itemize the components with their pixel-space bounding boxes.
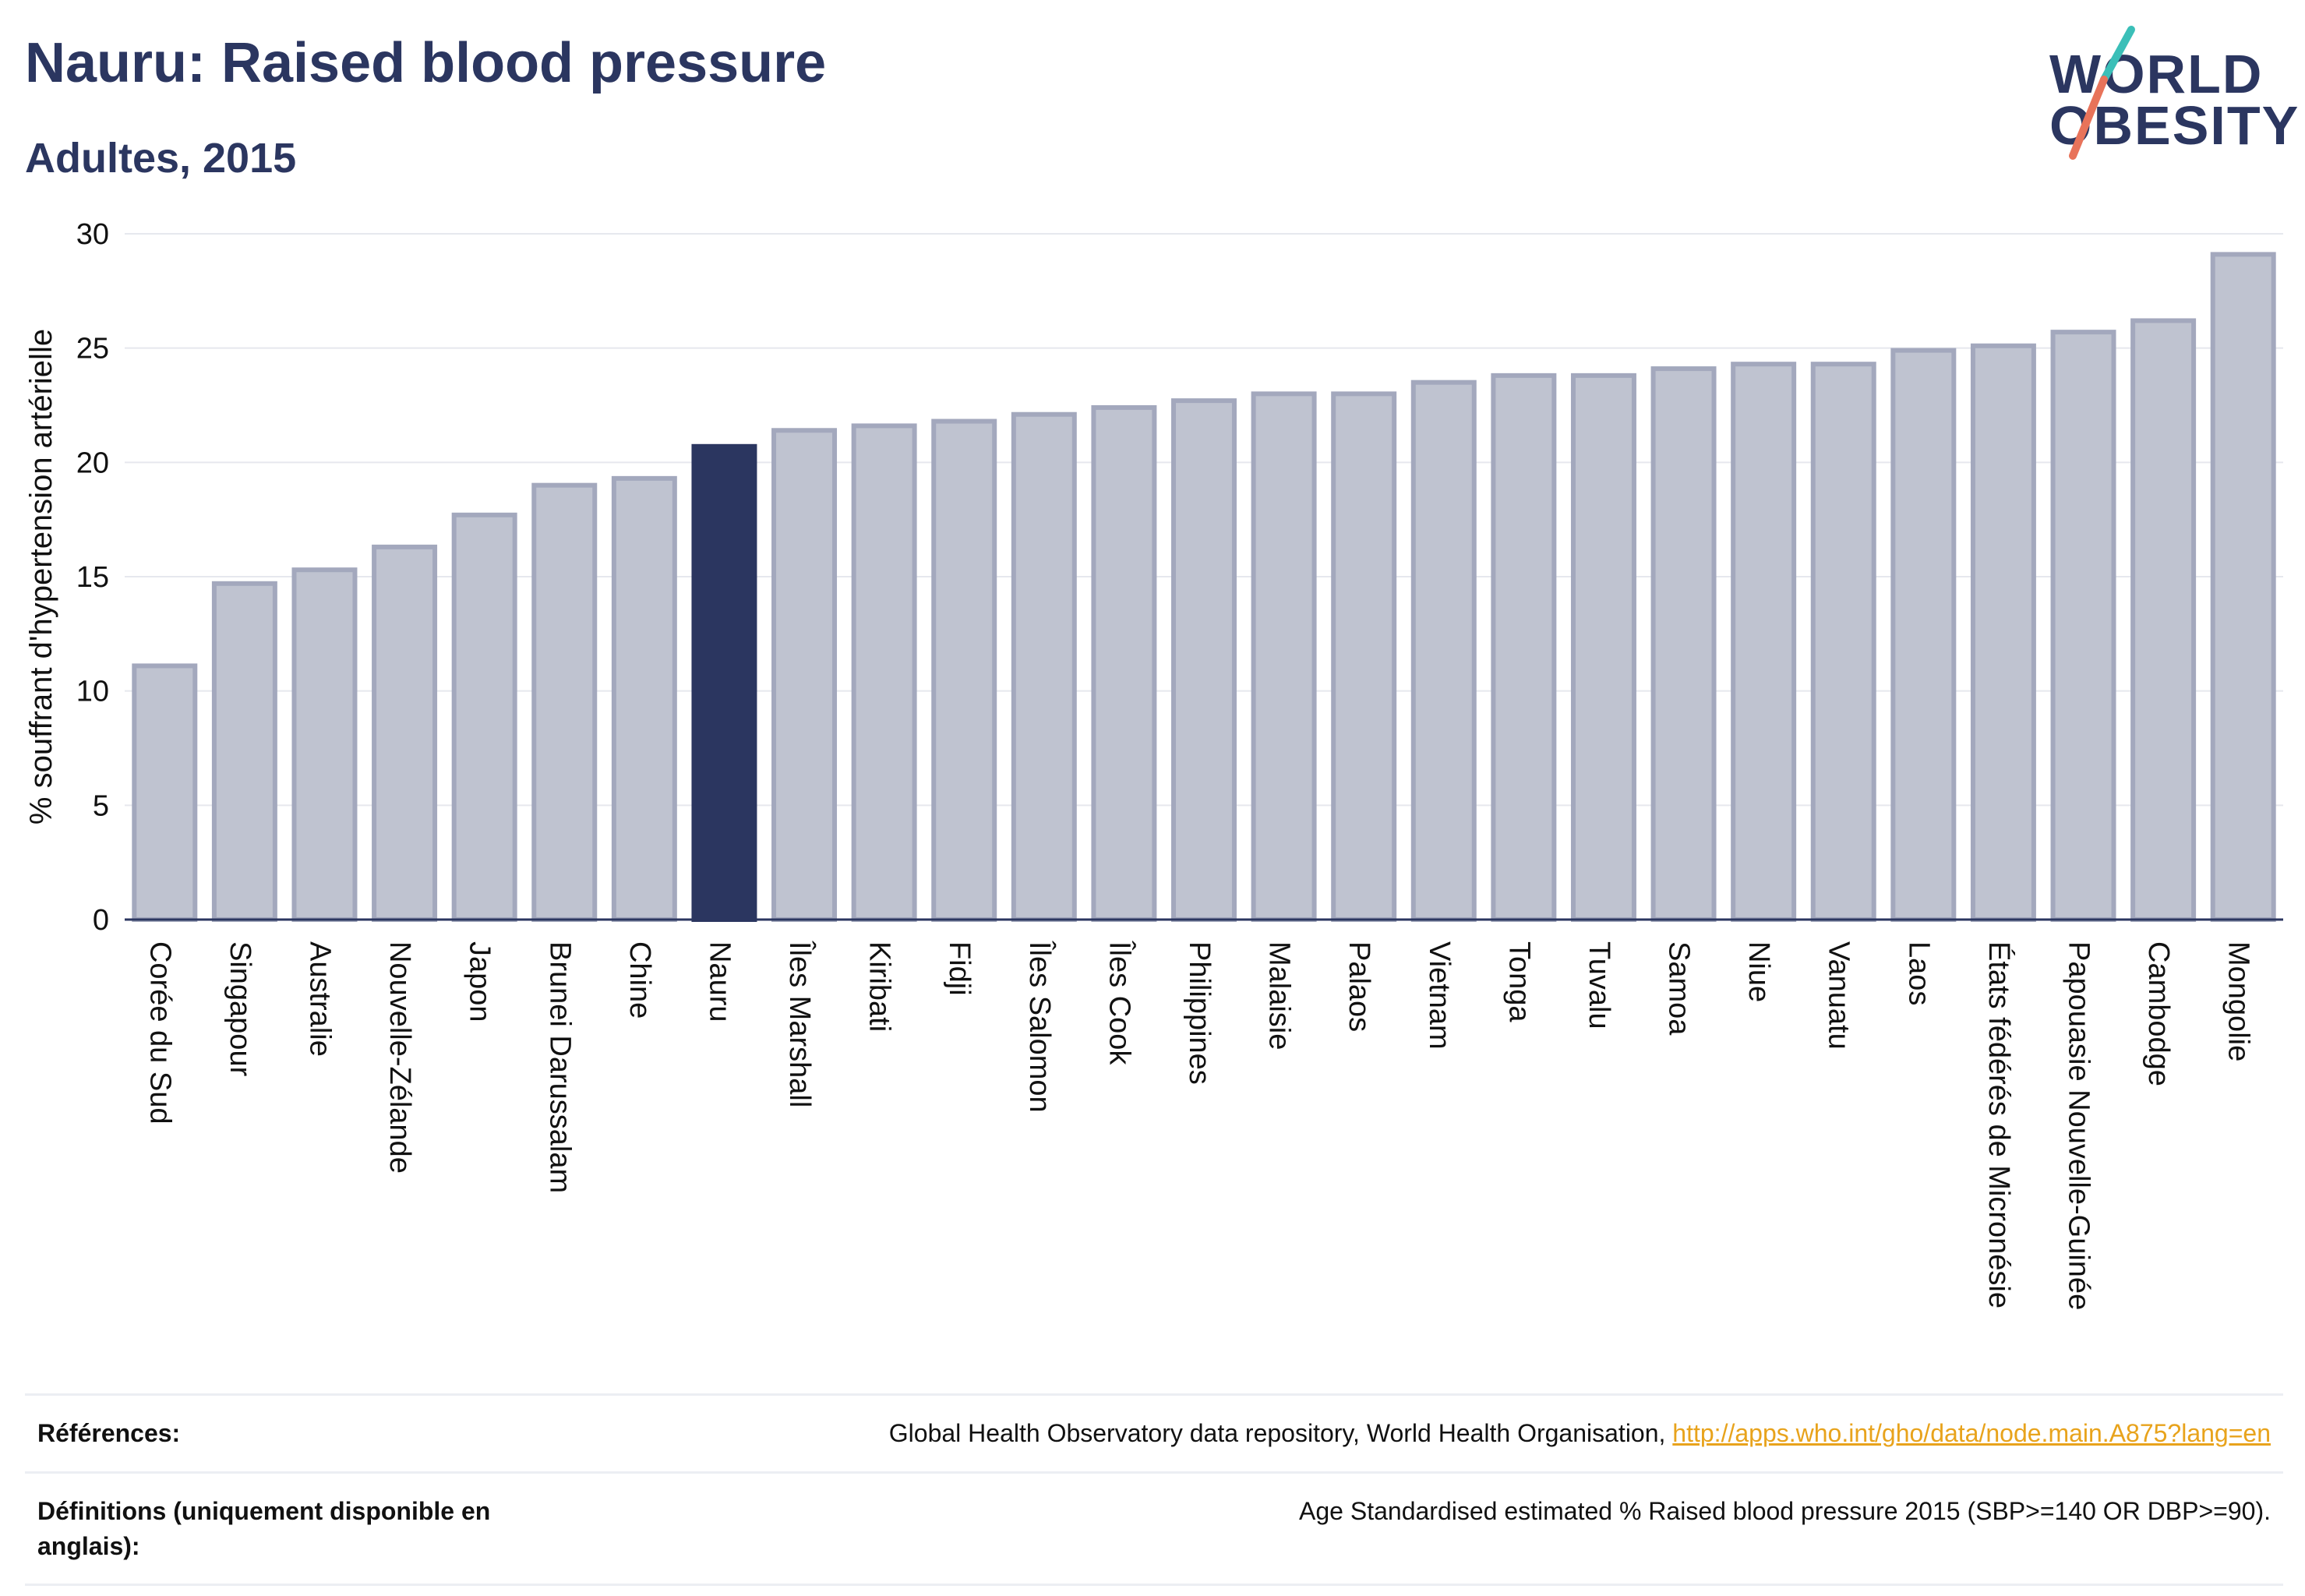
- bar: [291, 567, 358, 922]
- x-tick-label: Vietnam: [1423, 941, 1456, 1050]
- x-tick-label: États fédérés de Micronésie: [1982, 941, 2016, 1308]
- references-table: Références: Global Health Observatory da…: [25, 1393, 2283, 1587]
- bar: [2130, 318, 2197, 922]
- x-axis-labels: Corée du Sud Singapour Australie Nouvelle-Z…: [143, 941, 2254, 1310]
- x-tick-label: Nauru: [703, 941, 736, 1022]
- x-tick-label: Australie: [303, 941, 336, 1057]
- bar-chart: 0 5 10 15 20 25 30 Corée du Sud Singapour Austra…: [24, 218, 2283, 1310]
- bar: [611, 475, 677, 923]
- bar: [1491, 373, 1557, 923]
- x-tick-label: Îles Cook: [1103, 941, 1136, 1065]
- bar: [1970, 343, 2036, 922]
- x-tick-label: Nouvelle-Zélande: [383, 941, 416, 1174]
- bar: [1810, 362, 1876, 922]
- bars: [132, 252, 2276, 923]
- x-tick-label: Chine: [623, 941, 656, 1019]
- x-tick-label: Corée du Sud: [143, 941, 176, 1125]
- logo-slash-icon: [2069, 26, 2135, 160]
- references-row: Références: Global Health Observatory da…: [25, 1393, 2283, 1471]
- chart-title: Nauru: Raised blood pressure: [25, 32, 827, 94]
- y-axis-label: % souffrant d'hypertension artérielle: [24, 329, 58, 824]
- x-tick-label: Singapour: [224, 941, 256, 1077]
- references-text: Global Health Observatory data repositor…: [888, 1419, 1673, 1447]
- x-tick-label: Cambodge: [2142, 941, 2175, 1086]
- y-tick-label: 5: [93, 789, 109, 822]
- x-tick-label: Îles Salomon: [1023, 941, 1057, 1113]
- x-tick-label: Papouasie Nouvelle-Guinée: [2063, 941, 2095, 1310]
- x-tick-label: Samoa: [1663, 941, 1696, 1036]
- y-tick-label: 30: [76, 218, 109, 251]
- y-tick-label: 15: [76, 561, 109, 594]
- y-tick-label: 10: [76, 676, 109, 708]
- bar: [132, 663, 198, 923]
- x-tick-label: Îles Marshall: [783, 941, 817, 1107]
- bar: [1410, 380, 1477, 922]
- bar: [1091, 404, 1157, 922]
- bar: [1570, 373, 1636, 923]
- x-tick-label: Laos: [1902, 941, 1935, 1005]
- bar: [1251, 391, 1317, 923]
- world-obesity-logo: WORLD OBESITY: [2026, 23, 2298, 164]
- references-label: Références:: [37, 1419, 181, 1447]
- definitions-value: Age Standardised estimated % Raised bloo…: [1299, 1496, 2271, 1525]
- x-tick-label: Tuvalu: [1583, 941, 1615, 1029]
- bar: [451, 512, 517, 922]
- x-tick-label: Philippines: [1183, 941, 1216, 1085]
- bar: [1890, 348, 1957, 923]
- bar: [531, 482, 598, 922]
- definitions-label: Définitions (uniquement disponible en an…: [37, 1496, 491, 1560]
- x-tick-label: Niue: [1742, 941, 1775, 1002]
- x-tick-label: Brunei Darussalam: [543, 941, 576, 1193]
- x-tick-label: Kiribati: [863, 941, 896, 1032]
- bar-highlight: [691, 443, 757, 922]
- bar: [851, 423, 917, 922]
- x-tick-label: Palaos: [1343, 941, 1375, 1032]
- x-tick-label: Malaisie: [1263, 941, 1296, 1050]
- references-value: Global Health Observatory data repositor…: [889, 1416, 2271, 1451]
- bar: [1171, 398, 1237, 922]
- references-link[interactable]: http://apps.who.int/gho/data/node.main.A…: [1672, 1419, 2271, 1447]
- x-tick-label: Tonga: [1502, 941, 1535, 1022]
- bar: [1731, 362, 1797, 922]
- y-tick-label: 20: [76, 447, 109, 479]
- x-tick-label: Mongolie: [2222, 941, 2255, 1061]
- x-tick-label: Japon: [464, 941, 496, 1022]
- bar: [372, 544, 438, 922]
- bar: [211, 581, 277, 922]
- chart-subtitle: Adultes, 2015: [25, 135, 297, 182]
- bar: [771, 428, 838, 922]
- x-tick-label: Vanuatu: [1823, 941, 1855, 1050]
- bar: [1331, 391, 1397, 923]
- y-tick-label: 25: [76, 333, 109, 365]
- bar: [2050, 330, 2116, 922]
- bar: [931, 418, 997, 922]
- definitions-row: Définitions (uniquement disponible en an…: [25, 1471, 2283, 1587]
- y-axis-ticks: 0 5 10 15 20 25 30: [76, 218, 109, 937]
- logo-text-world: WORLD: [2049, 44, 2264, 104]
- bar: [2210, 252, 2276, 922]
- x-tick-label: Fidji: [943, 941, 976, 996]
- y-tick-label: 0: [93, 904, 109, 937]
- bar: [1011, 411, 1077, 922]
- bar: [1650, 366, 1717, 923]
